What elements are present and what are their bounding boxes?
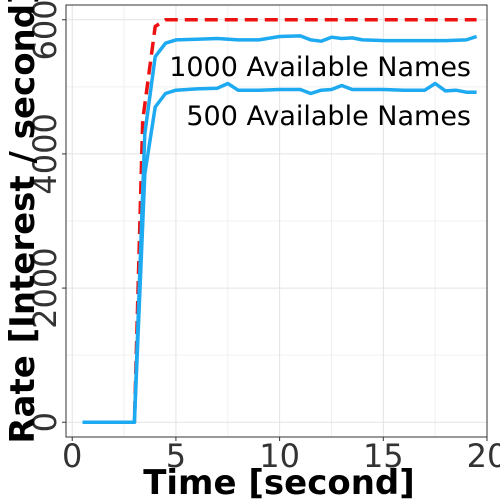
annotation-500-names: 500 Available Names (186, 101, 471, 132)
x-tick-label: 0 (62, 437, 82, 475)
plot-panel-border (65, 4, 488, 438)
x-tick-label: 20 (467, 437, 500, 475)
x-tick-label: 15 (363, 437, 404, 475)
x-tick-label: 5 (166, 437, 186, 475)
x-tick-label: 10 (259, 437, 300, 475)
y-tick-label: 4000 (26, 113, 64, 194)
y-tick-label: 2000 (26, 247, 64, 328)
y-axis-title: Rate [Interest / second] (3, 0, 43, 444)
y-tick-label: 6000 (26, 0, 64, 61)
x-axis-title: Time [second] (143, 463, 415, 500)
annotation-1000-names: 1000 Available Names (169, 52, 471, 83)
y-tick-label: 0 (26, 412, 64, 432)
series-line-3 (82, 81, 477, 424)
series-line-2 (82, 34, 478, 424)
